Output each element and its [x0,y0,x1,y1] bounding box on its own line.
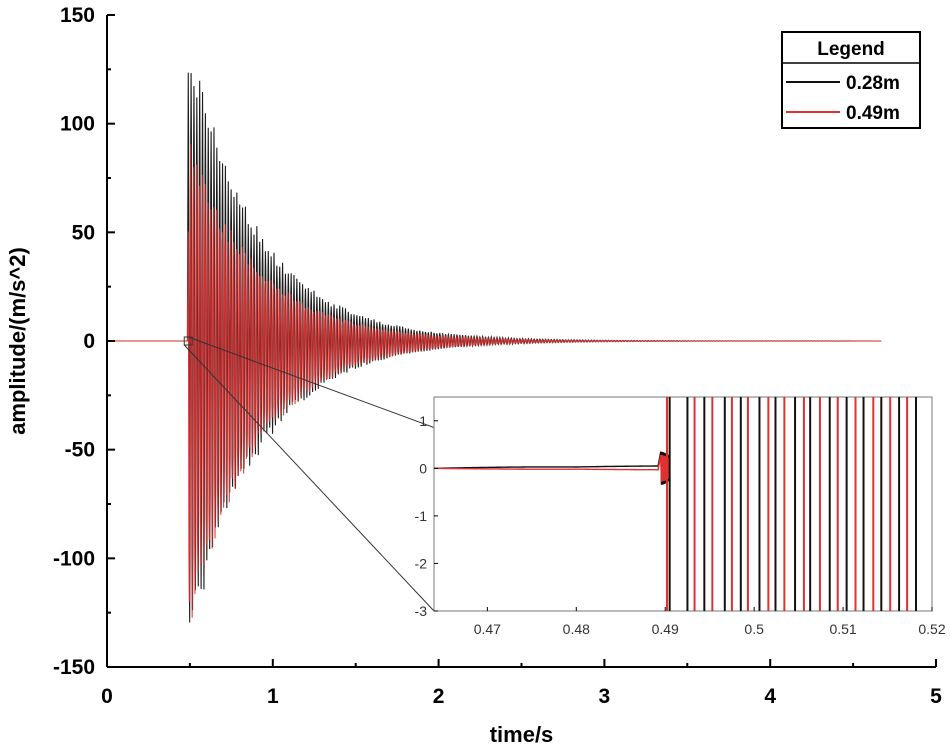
y-tick-label: 0 [83,330,95,353]
series-layer [107,72,882,623]
legend: Legend 0.28m 0.49m [781,31,921,129]
x-tick-label: 1 [267,685,279,708]
inset-plot: 0.47 0.48 0.49 0.5 0.51 0.52 1 0 -1 -2 -3 [415,396,946,637]
inset-y-tick-label: -3 [415,603,428,619]
legend-entry-label: 0.49m [846,103,900,124]
inset-x-tick-label: 0.48 [563,621,590,637]
y-tick-label: 150 [60,4,95,27]
x-tick-label: 3 [599,685,611,708]
inset-x-tick-label: 0.47 [474,621,501,637]
legend-title: Legend [817,39,885,60]
x-tick-label: 2 [433,685,445,708]
series-line-0.49m [107,144,882,618]
y-tick-label: 50 [72,221,95,244]
y-tick-label: -50 [65,439,95,462]
inset-series-layer [434,397,917,611]
inset-x-tick-label: 0.51 [829,621,856,637]
inset-y-tick-label: 1 [419,413,427,429]
inset-y-tick-label: 0 [419,460,427,476]
inset-y-tick-label: -1 [415,508,428,524]
x-tick-label: 0 [101,685,113,708]
axes-layer: 0 1 2 3 4 5 150 100 50 0 -50 -100 -150 time/s amplitud… [5,4,942,747]
x-axis-title: time/s [490,722,554,747]
inset-y-tick-label: -2 [415,555,428,571]
x-tick-label: 5 [930,685,942,708]
inset-series-0.49m [434,454,671,482]
y-tick-label: -100 [53,547,95,570]
inset-frame [433,396,933,612]
legend-entry-label: 0.28m [846,73,900,94]
y-tick-label: 100 [60,113,95,136]
zoom-connector-line [183,344,435,612]
y-axis-title: amplitude/(m/s^2) [5,247,30,435]
inset-x-tick-label: 0.52 [918,621,945,637]
inset-x-tick-label: 0.5 [744,621,764,637]
inset-x-tick-label: 0.49 [652,621,679,637]
x-tick-label: 4 [764,685,776,708]
y-tick-label: -150 [53,656,95,679]
